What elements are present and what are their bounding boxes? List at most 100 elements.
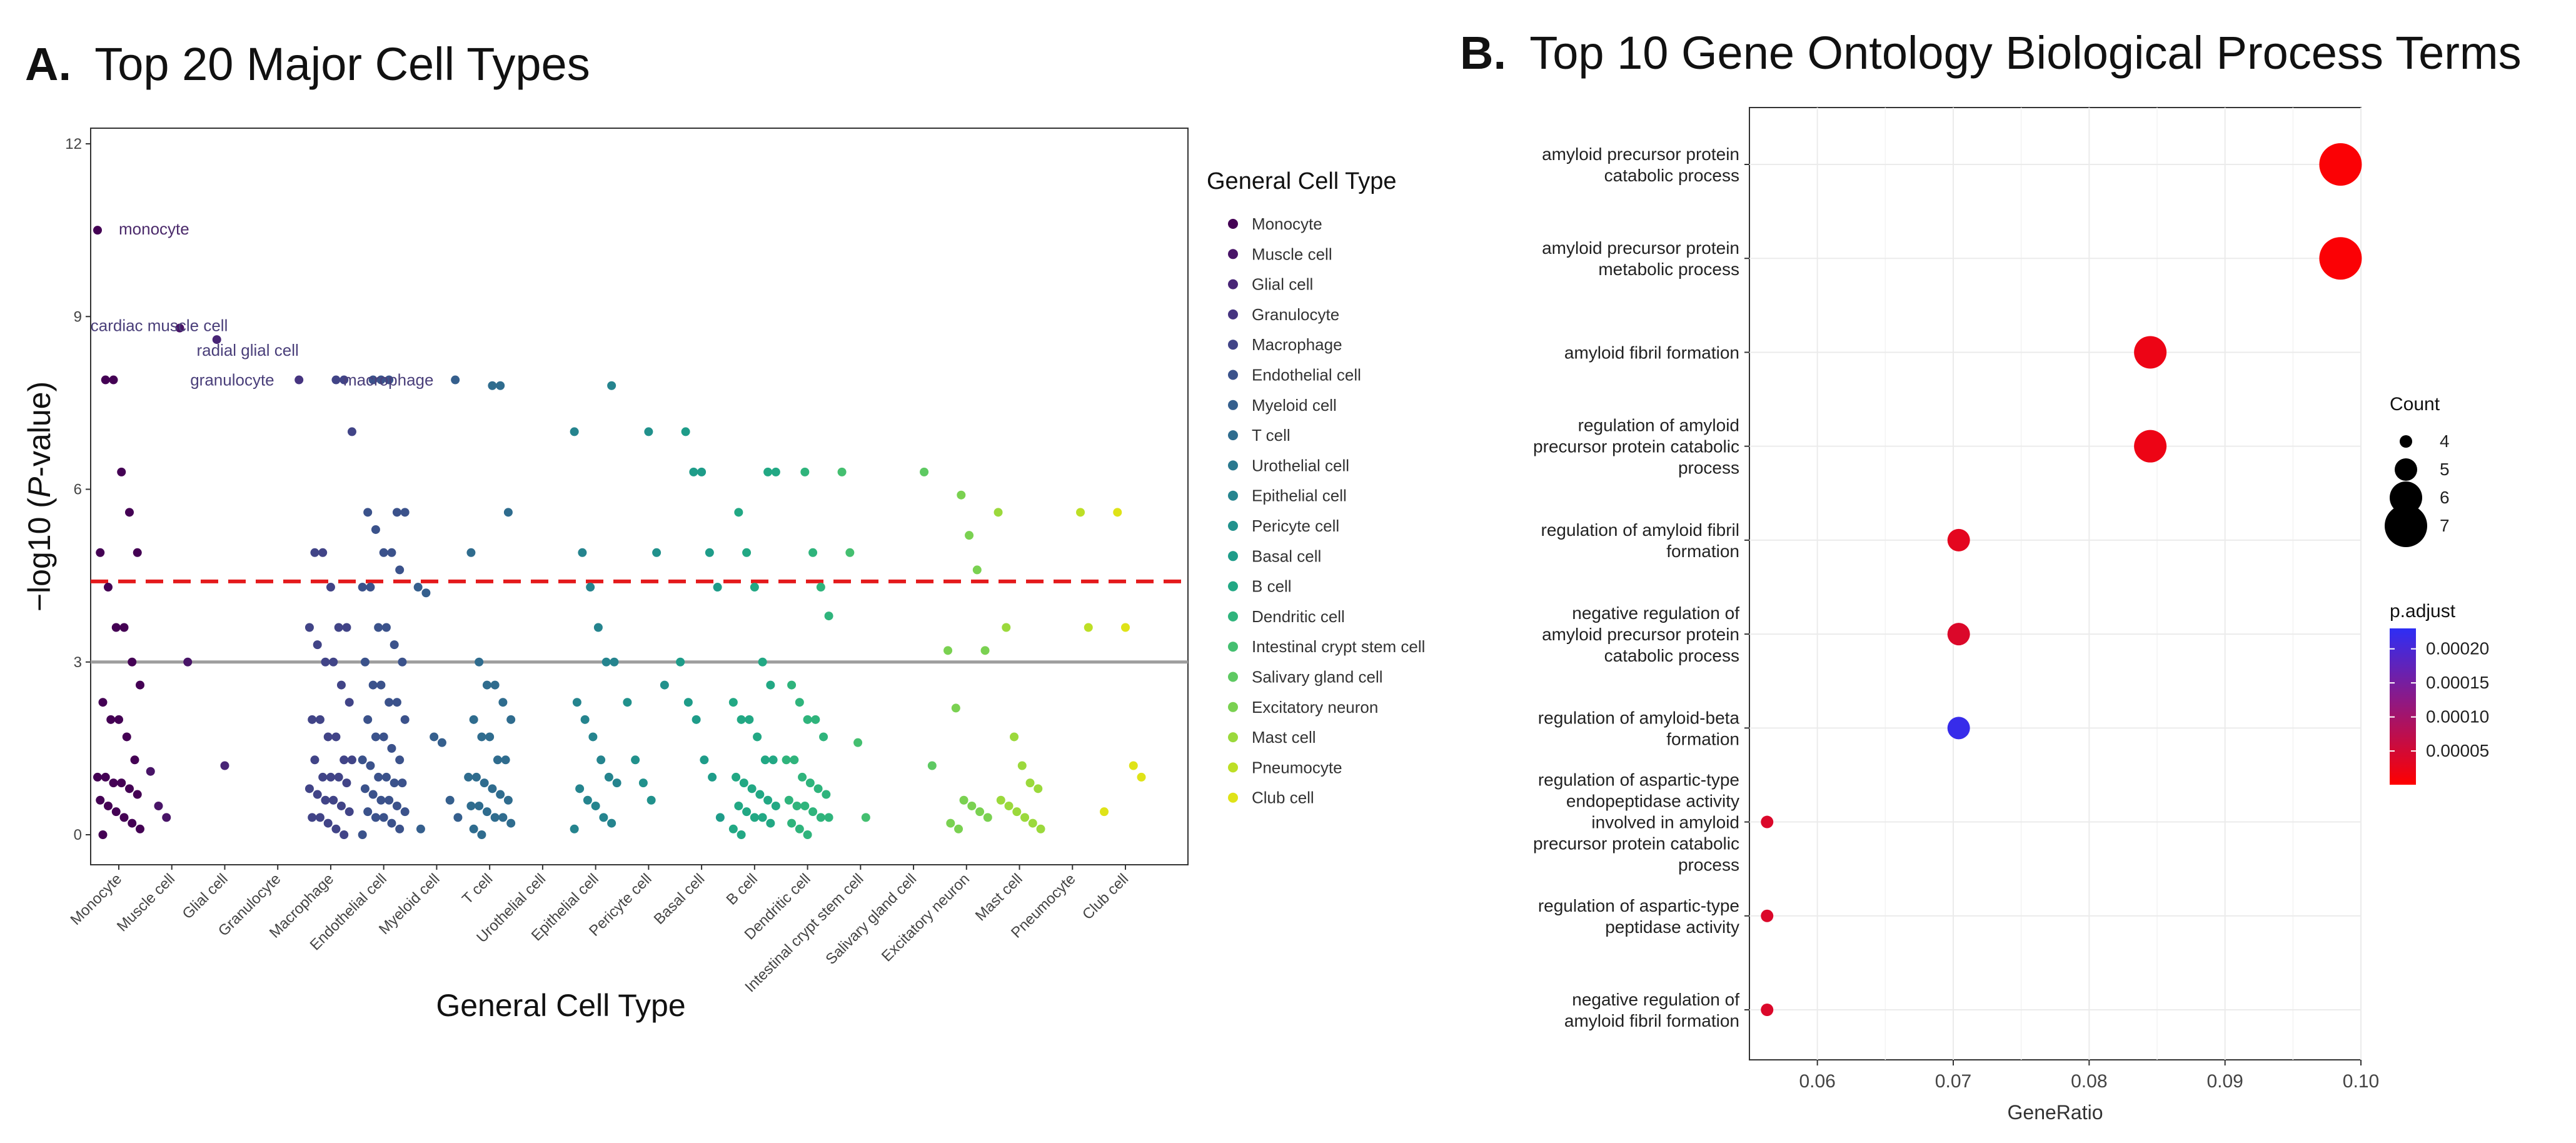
chart-a-point <box>395 824 405 833</box>
chart-a-point <box>575 784 585 793</box>
chart-a-point <box>313 790 322 799</box>
chart-a-point <box>318 548 328 557</box>
chart-a-point <box>623 698 632 707</box>
chart-a-point <box>610 657 619 667</box>
chart-a-point <box>713 583 722 592</box>
chart-a-point <box>951 703 960 713</box>
chart-b-term-label-line: amyloid fibril formation <box>1564 1011 1739 1030</box>
chart-a-point <box>331 732 341 742</box>
chart-a-y-axis-title-prefix: −log10 ( <box>22 498 57 612</box>
chart-a-point <box>496 381 505 390</box>
chart-a-point <box>310 548 319 557</box>
chart-a-point <box>363 807 373 817</box>
chart-a-point <box>104 583 113 592</box>
chart-a-point <box>366 583 375 592</box>
chart-a-point <box>104 801 113 810</box>
chart-b-count-legend-dot <box>2385 505 2427 547</box>
chart-b-x-tick-label: 0.10 <box>2343 1071 2379 1092</box>
chart-a-point <box>747 784 757 793</box>
chart-a-point <box>1084 623 1093 632</box>
chart-a-point <box>943 646 953 655</box>
panel-b-title: B. Top 10 Gene Ontology Biological Proce… <box>1460 27 2522 79</box>
chart-a-point <box>975 807 985 817</box>
chart-b-term-label-line: regulation of aspartic-type <box>1538 770 1739 790</box>
chart-b-padjust-tick-label: 0.00005 <box>2426 741 2489 760</box>
chart-a-point <box>737 830 746 839</box>
chart-a-point <box>822 790 831 799</box>
chart-a-point <box>336 680 346 690</box>
chart-a-legend-swatch <box>1228 732 1238 743</box>
chart-a-point <box>117 467 126 476</box>
chart-a-point <box>98 698 108 707</box>
chart-a-legend-swatch <box>1228 370 1238 380</box>
chart-a-point <box>480 778 489 788</box>
chart-a-point <box>920 467 929 476</box>
chart-b-padjust-tick-label: 0.00010 <box>2426 707 2489 727</box>
chart-a-point <box>1137 772 1146 782</box>
chart-a-point <box>345 698 354 707</box>
chart-a-point <box>790 755 799 765</box>
chart-a-point <box>599 813 608 822</box>
chart-a-point <box>294 375 304 385</box>
chart-a-point <box>413 583 423 592</box>
chart-a-point <box>340 830 349 839</box>
chart-a-point <box>768 755 778 765</box>
chart-b-padjust-legend-title: p.adjust <box>2390 601 2456 622</box>
chart-b-point <box>1761 1004 1774 1016</box>
chart-b-term-label-line: metabolic process <box>1598 259 1739 279</box>
chart-b-term-label-line: formation <box>1666 541 1739 561</box>
chart-a-point <box>374 623 383 632</box>
chart-a-x-tick-label: Muscle cell <box>114 870 178 935</box>
chart-a-point <box>742 548 752 557</box>
chart-a-legend-swatch <box>1228 762 1238 773</box>
chart-a-point <box>498 813 508 822</box>
chart-b-x-tick-label: 0.06 <box>1799 1071 1835 1092</box>
chart-a-point <box>805 778 815 788</box>
chart-a-point <box>453 813 463 822</box>
chart-a-point <box>466 548 476 557</box>
chart-a-legend-swatch <box>1228 611 1238 622</box>
chart-b-term-label-line: involved in amyloid <box>1591 813 1739 832</box>
chart-b-point <box>1761 815 1774 828</box>
chart-b-x-axis: 0.06 0.07 0.08 0.09 0.10 <box>1799 1060 2379 1092</box>
chart-b-count-legend: Count 4 5 6 7 <box>2385 394 2450 547</box>
chart-a-point <box>379 548 388 557</box>
chart-a-point <box>803 715 812 724</box>
chart-a-point <box>800 467 810 476</box>
chart-a-point <box>398 657 407 667</box>
chart-a-point <box>742 807 752 817</box>
chart-a-point <box>310 755 319 765</box>
chart-a-point <box>183 657 193 667</box>
chart-a-point <box>371 813 380 822</box>
chart-a-point <box>771 801 780 810</box>
chart-a-point <box>498 698 508 707</box>
chart-a-legend-label: Pericyte cell <box>1252 516 1339 535</box>
chart-b-term-labels: amyloid precursor protein catabolic proce… <box>1533 144 1749 1030</box>
chart-a-point <box>360 657 370 667</box>
chart-a-legend-label: Urothelial cell <box>1252 456 1349 475</box>
chart-a-point <box>111 807 121 817</box>
chart-a-point <box>304 784 314 793</box>
chart-a-point <box>128 818 137 828</box>
chart-a-point <box>604 772 613 782</box>
chart-a-point <box>1121 623 1130 632</box>
chart-a-thresholds <box>91 579 1188 664</box>
chart-a-point <box>321 657 330 667</box>
chart-a-point <box>506 715 516 724</box>
chart-a-point <box>1020 813 1030 822</box>
chart-a-point <box>315 715 325 724</box>
chart-a-point <box>861 813 870 822</box>
chart-a-annotation: radial glial cell <box>196 341 298 360</box>
chart-a-point <box>175 323 184 333</box>
chart-b-grid <box>1749 108 2362 1060</box>
chart-a-point <box>101 375 110 385</box>
chart-a-point <box>1010 732 1019 742</box>
chart-a-point <box>596 755 606 765</box>
chart-b-point <box>1947 623 1970 646</box>
chart-a-point <box>125 508 134 517</box>
chart-b-point <box>2319 143 2362 186</box>
chart-a-point <box>588 732 598 742</box>
chart-a-point <box>771 467 780 476</box>
chart-b-term-label-line: peptidase activity <box>1605 917 1739 937</box>
